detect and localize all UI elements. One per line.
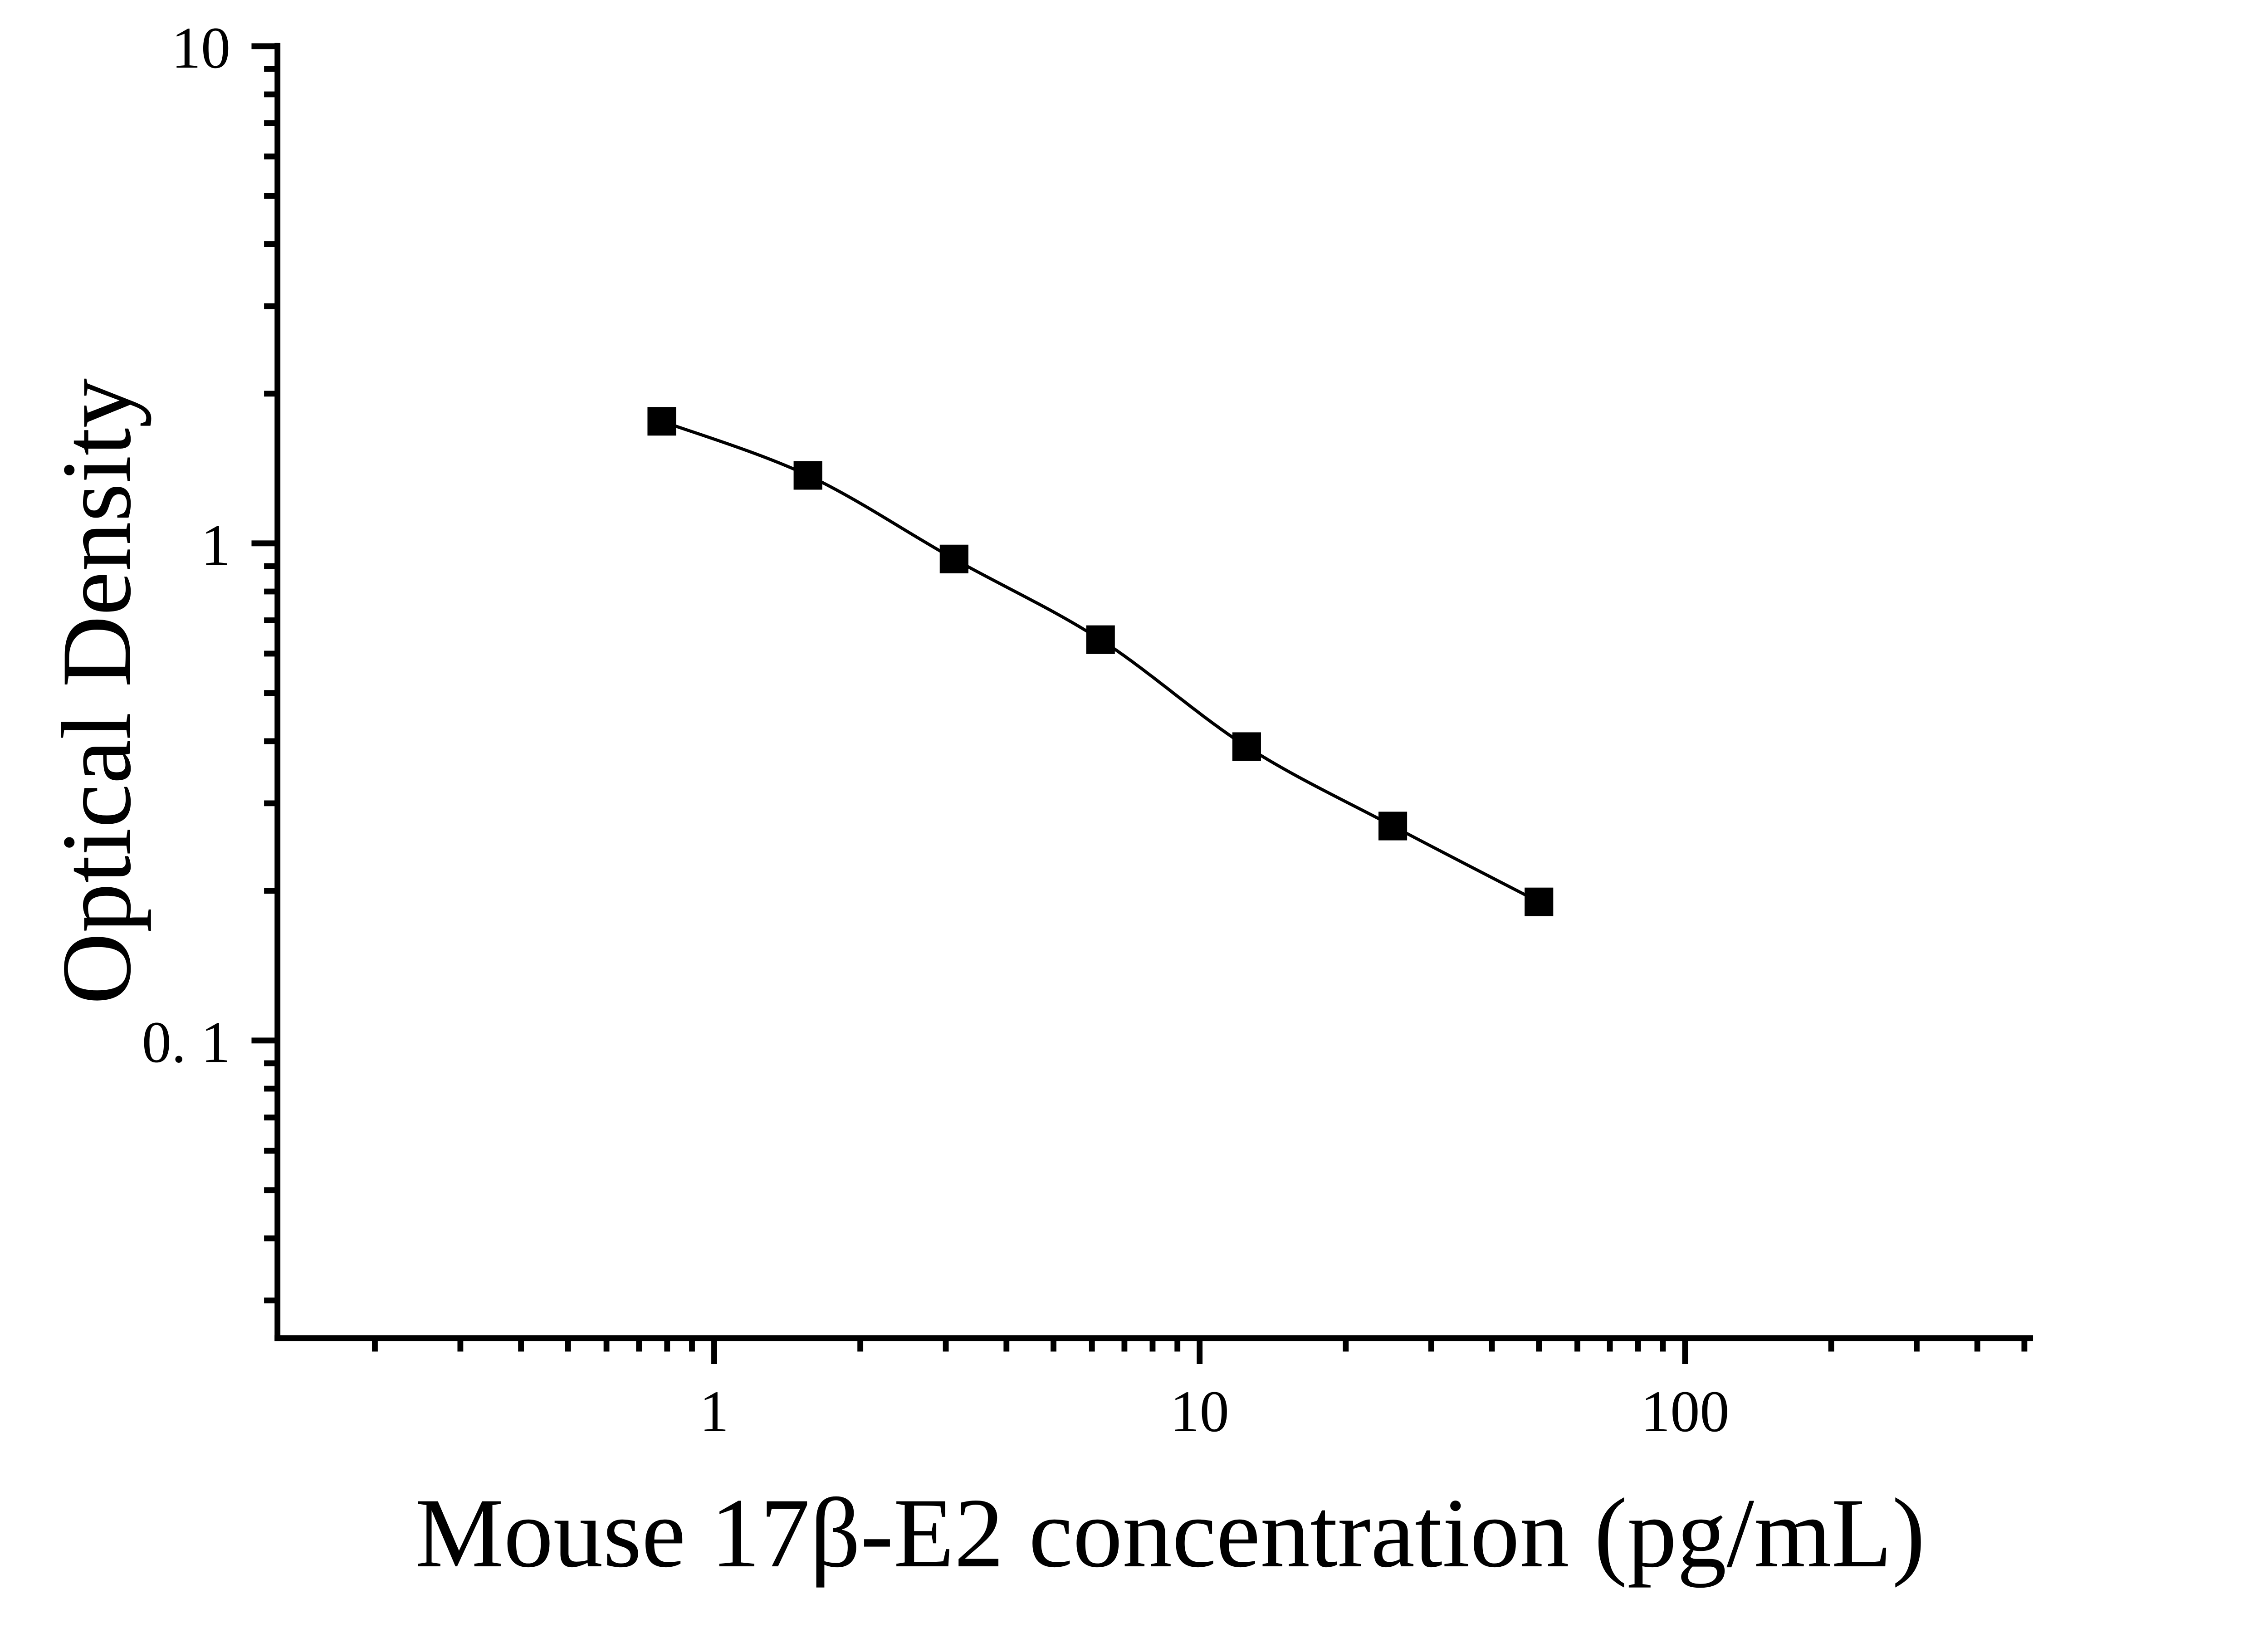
data-point-marker — [1378, 812, 1408, 841]
x-tick-label: 100 — [1641, 1379, 1729, 1444]
data-point-marker — [939, 544, 968, 573]
x-tick-label: 1 — [699, 1379, 729, 1444]
curve-line — [661, 420, 1540, 904]
x-tick-label: 10 — [1170, 1379, 1229, 1444]
data-point-marker — [1086, 625, 1115, 654]
series-group — [647, 407, 1554, 916]
axes — [274, 43, 2033, 1341]
y-tick-label: 0. 1 — [142, 1010, 230, 1075]
y-tick-label: 10 — [171, 15, 230, 81]
y-axis-title: Optical Density — [42, 378, 152, 1005]
y-tick-label: 1 — [201, 513, 230, 578]
data-point-marker — [793, 461, 822, 490]
ticks — [251, 43, 2028, 1364]
data-point-marker — [1232, 732, 1261, 761]
data-point-marker — [1525, 887, 1554, 916]
tick-labels: 1 10 100 10 1 0. 1 — [142, 15, 1730, 1444]
data-point-marker — [647, 407, 676, 436]
x-axis-title: Mouse 17β-E2 concentration (pg/mL) — [415, 1478, 1926, 1588]
